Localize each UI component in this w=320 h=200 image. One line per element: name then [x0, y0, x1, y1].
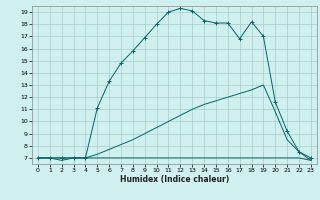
X-axis label: Humidex (Indice chaleur): Humidex (Indice chaleur): [120, 175, 229, 184]
